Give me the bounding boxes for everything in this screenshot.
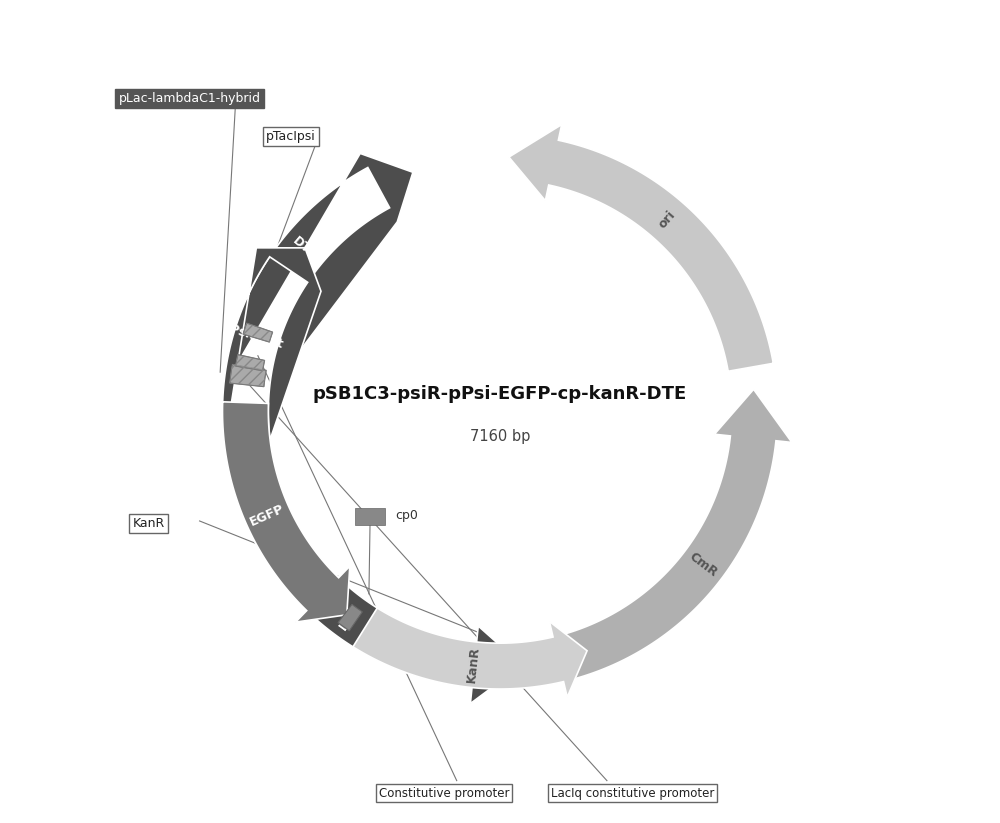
Text: pLac-lambdaC1-hybrid: pLac-lambdaC1-hybrid (118, 92, 260, 105)
Text: pTacIpsi: pTacIpsi (266, 130, 316, 143)
Polygon shape (353, 608, 587, 697)
Polygon shape (243, 323, 273, 342)
Text: KanR: KanR (465, 646, 482, 684)
Text: cp0: cp0 (396, 509, 418, 523)
Text: EGFP: EGFP (248, 502, 287, 528)
Text: KanR: KanR (133, 517, 165, 530)
Text: 7160 bp: 7160 bp (470, 430, 530, 444)
Polygon shape (223, 248, 321, 445)
Polygon shape (224, 153, 413, 391)
Polygon shape (230, 365, 266, 387)
Polygon shape (229, 460, 522, 704)
Polygon shape (338, 604, 362, 630)
Polygon shape (540, 389, 792, 685)
Text: ori: ori (656, 208, 678, 230)
Text: CmR: CmR (687, 550, 720, 579)
Polygon shape (236, 355, 265, 370)
Text: DTE: DTE (290, 234, 320, 262)
Text: LacIq constitutive promoter: LacIq constitutive promoter (551, 787, 714, 800)
Bar (355, 509, 385, 525)
Polygon shape (509, 124, 773, 371)
Text: Constitutive promoter: Constitutive promoter (379, 787, 509, 800)
Text: PsiR A.t: PsiR A.t (228, 323, 285, 351)
Text: pSB1C3-psiR-pPsi-EGFP-cp-kanR-DTE: pSB1C3-psiR-pPsi-EGFP-cp-kanR-DTE (313, 384, 687, 402)
Polygon shape (223, 402, 350, 622)
Text: LacI: LacI (337, 602, 364, 633)
